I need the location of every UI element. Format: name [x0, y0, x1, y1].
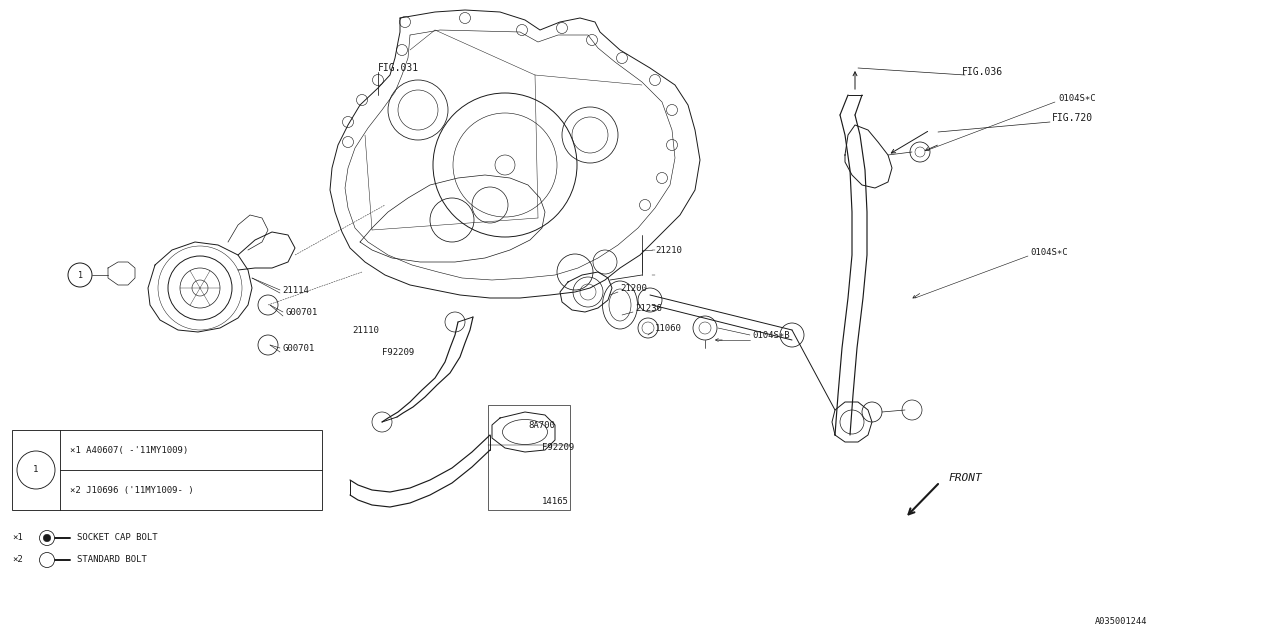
Text: 11060: 11060	[655, 323, 682, 333]
Text: 8A700: 8A700	[529, 420, 554, 429]
Text: 0104S∗C: 0104S∗C	[1059, 93, 1096, 102]
Text: FIG.720: FIG.720	[1052, 113, 1093, 123]
Text: G00701: G00701	[282, 344, 315, 353]
Text: FRONT: FRONT	[948, 473, 982, 483]
Text: G00701: G00701	[285, 307, 317, 317]
Text: ×2 J10696 ('11MY1009- ): ×2 J10696 ('11MY1009- )	[70, 486, 193, 495]
Text: 21236: 21236	[635, 303, 662, 312]
Bar	[488, 405, 570, 510]
Text: ×2: ×2	[12, 556, 23, 564]
Text: 21210: 21210	[655, 246, 682, 255]
Text: 21110: 21110	[352, 326, 379, 335]
Text: FIG.031: FIG.031	[378, 63, 419, 73]
Text: 14165: 14165	[541, 497, 568, 506]
Text: F92209: F92209	[541, 444, 575, 452]
Text: 1: 1	[78, 271, 82, 280]
Text: 1: 1	[33, 465, 38, 474]
Text: STANDARD BOLT: STANDARD BOLT	[77, 556, 147, 564]
Text: 21200: 21200	[620, 284, 646, 292]
Text: ×1: ×1	[12, 534, 23, 543]
Text: 0104S∗C: 0104S∗C	[1030, 248, 1068, 257]
Text: ×1 A40607( -'11MY1009): ×1 A40607( -'11MY1009)	[70, 445, 188, 454]
Bar	[12, 430, 323, 510]
Text: SOCKET CAP BOLT: SOCKET CAP BOLT	[77, 534, 157, 543]
Text: F92209: F92209	[381, 348, 415, 356]
Circle shape	[44, 534, 51, 542]
Text: 0104S∗B: 0104S∗B	[753, 330, 790, 339]
Text: 21114: 21114	[282, 285, 308, 294]
Text: A035001244: A035001244	[1094, 618, 1147, 627]
Text: FIG.036: FIG.036	[963, 67, 1004, 77]
